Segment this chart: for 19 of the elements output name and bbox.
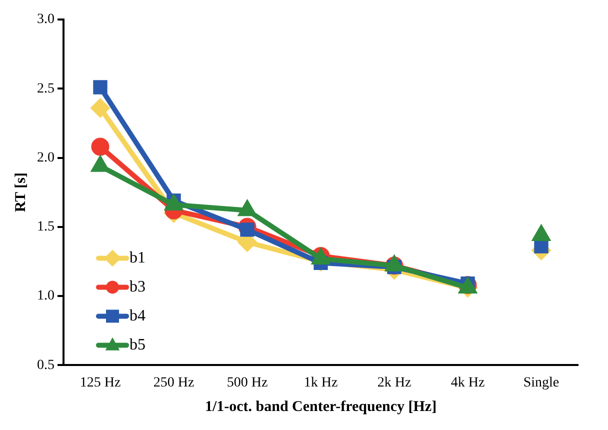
x-tick-label: Single bbox=[523, 375, 560, 390]
legend-label: b1 bbox=[130, 249, 146, 266]
x-tick-label: 1k Hz bbox=[304, 375, 338, 390]
legend-label: b4 bbox=[130, 307, 146, 324]
x-tick-label: 2k Hz bbox=[377, 375, 412, 390]
x-axis-title: 1/1-oct. band Center-frequency [Hz] bbox=[204, 398, 437, 415]
legend-label: b3 bbox=[130, 278, 146, 296]
x-tick-label: 4k Hz bbox=[450, 375, 485, 390]
legend-label: b5 bbox=[130, 336, 146, 354]
y-tick-label: 1.0 bbox=[37, 288, 54, 304]
y-tick-label: 0.5 bbox=[37, 358, 54, 373]
y-tick-label: 3.0 bbox=[37, 12, 54, 28]
y-tick-label: 2.5 bbox=[37, 81, 54, 96]
y-tick-label: 2.0 bbox=[37, 150, 54, 166]
x-tick-label: 125 Hz bbox=[80, 375, 121, 390]
x-tick-label: 250 Hz bbox=[153, 375, 194, 390]
x-tick-label: 500 Hz bbox=[226, 375, 268, 390]
y-tick-label: 1.5 bbox=[37, 220, 54, 235]
y-axis-title: RT [s] bbox=[12, 172, 29, 212]
